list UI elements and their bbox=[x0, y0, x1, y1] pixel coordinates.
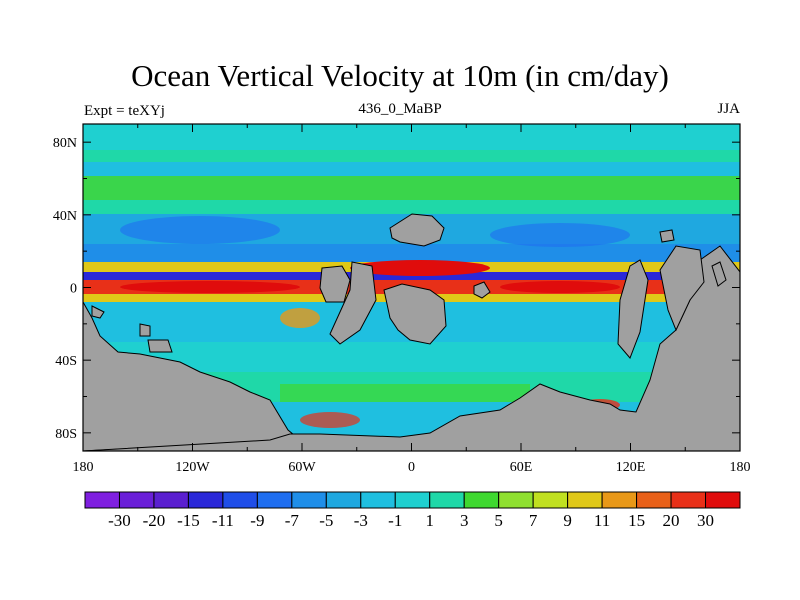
lat-tick-label: 80N bbox=[53, 136, 77, 151]
colorbar-label: -20 bbox=[143, 511, 166, 530]
colorbar-swatch bbox=[187, 491, 224, 509]
lon-tick-label: 180 bbox=[73, 460, 94, 475]
colorbar-label: 1 bbox=[425, 511, 434, 530]
colorbar-swatch bbox=[360, 491, 396, 509]
colorbar-label: 7 bbox=[529, 511, 538, 530]
colorbar-label: 15 bbox=[628, 511, 645, 530]
colorbar-label: 3 bbox=[460, 511, 469, 530]
colorbar-label: 5 bbox=[494, 511, 503, 530]
lat-tick-label: 40S bbox=[55, 354, 77, 369]
colorbar-swatch bbox=[153, 491, 189, 509]
colorbar-label: -1 bbox=[388, 511, 402, 530]
colorbar-swatch bbox=[291, 491, 327, 509]
season-label: JJA bbox=[717, 101, 740, 117]
colorbar-swatch bbox=[325, 491, 362, 509]
lat-tick-label: 0 bbox=[70, 282, 77, 297]
colorbar-swatch bbox=[84, 491, 120, 509]
lon-tick-label: 60W bbox=[288, 460, 316, 475]
colorbar-swatch bbox=[670, 491, 707, 509]
colorbar-swatch bbox=[118, 491, 155, 509]
colorbar-label: 30 bbox=[697, 511, 714, 530]
latitude-axis: 80N 40N 0 40S 80S bbox=[53, 136, 740, 442]
colorbar-label: 20 bbox=[663, 511, 680, 530]
colorbar-swatch bbox=[256, 491, 293, 509]
colorbar-label: -30 bbox=[108, 511, 131, 530]
colorbar-label: 11 bbox=[594, 511, 610, 530]
colorbar-swatch bbox=[567, 491, 603, 509]
colorbar-swatch bbox=[463, 491, 500, 509]
lat-tick-label: 80S bbox=[55, 427, 77, 442]
colorbar-swatch bbox=[636, 491, 672, 509]
colorbar-swatch bbox=[498, 491, 534, 509]
colorbar-label: -7 bbox=[285, 511, 300, 530]
colorbar-label: -5 bbox=[319, 511, 333, 530]
colorbar-label: -15 bbox=[177, 511, 200, 530]
colorbar-label: -3 bbox=[354, 511, 368, 530]
colorbar-label: -9 bbox=[250, 511, 264, 530]
colorbar-swatch bbox=[705, 491, 741, 509]
lon-tick-label: 180 bbox=[730, 460, 751, 475]
lon-tick-label: 0 bbox=[408, 460, 415, 475]
colorbar: -30 -20 -15 -11 -9 -7 -5 -3 -1 1 3 5 7 9 11 15 20 30 bbox=[84, 491, 741, 530]
lat-tick-label: 40N bbox=[53, 209, 77, 224]
colorbar-swatch bbox=[394, 491, 431, 509]
colorbar-swatch bbox=[429, 491, 465, 509]
time-label: 436_0_MaBP bbox=[358, 101, 442, 117]
colorbar-swatch bbox=[222, 491, 258, 509]
colorbar-swatch bbox=[601, 491, 638, 509]
experiment-label: Expt = teXYj bbox=[84, 103, 165, 119]
colorbar-label: -11 bbox=[212, 511, 234, 530]
map-title: Ocean Vertical Velocity at 10m (in cm/da… bbox=[131, 58, 669, 93]
velocity-field bbox=[83, 124, 740, 451]
lon-tick-label: 120E bbox=[616, 460, 646, 475]
longitude-axis: 180 120W 60W 0 60E 120E 180 bbox=[73, 124, 751, 475]
lon-tick-label: 60E bbox=[510, 460, 533, 475]
colorbar-swatch bbox=[532, 491, 569, 509]
colorbar-label: 9 bbox=[563, 511, 572, 530]
lon-tick-label: 120W bbox=[175, 460, 210, 475]
